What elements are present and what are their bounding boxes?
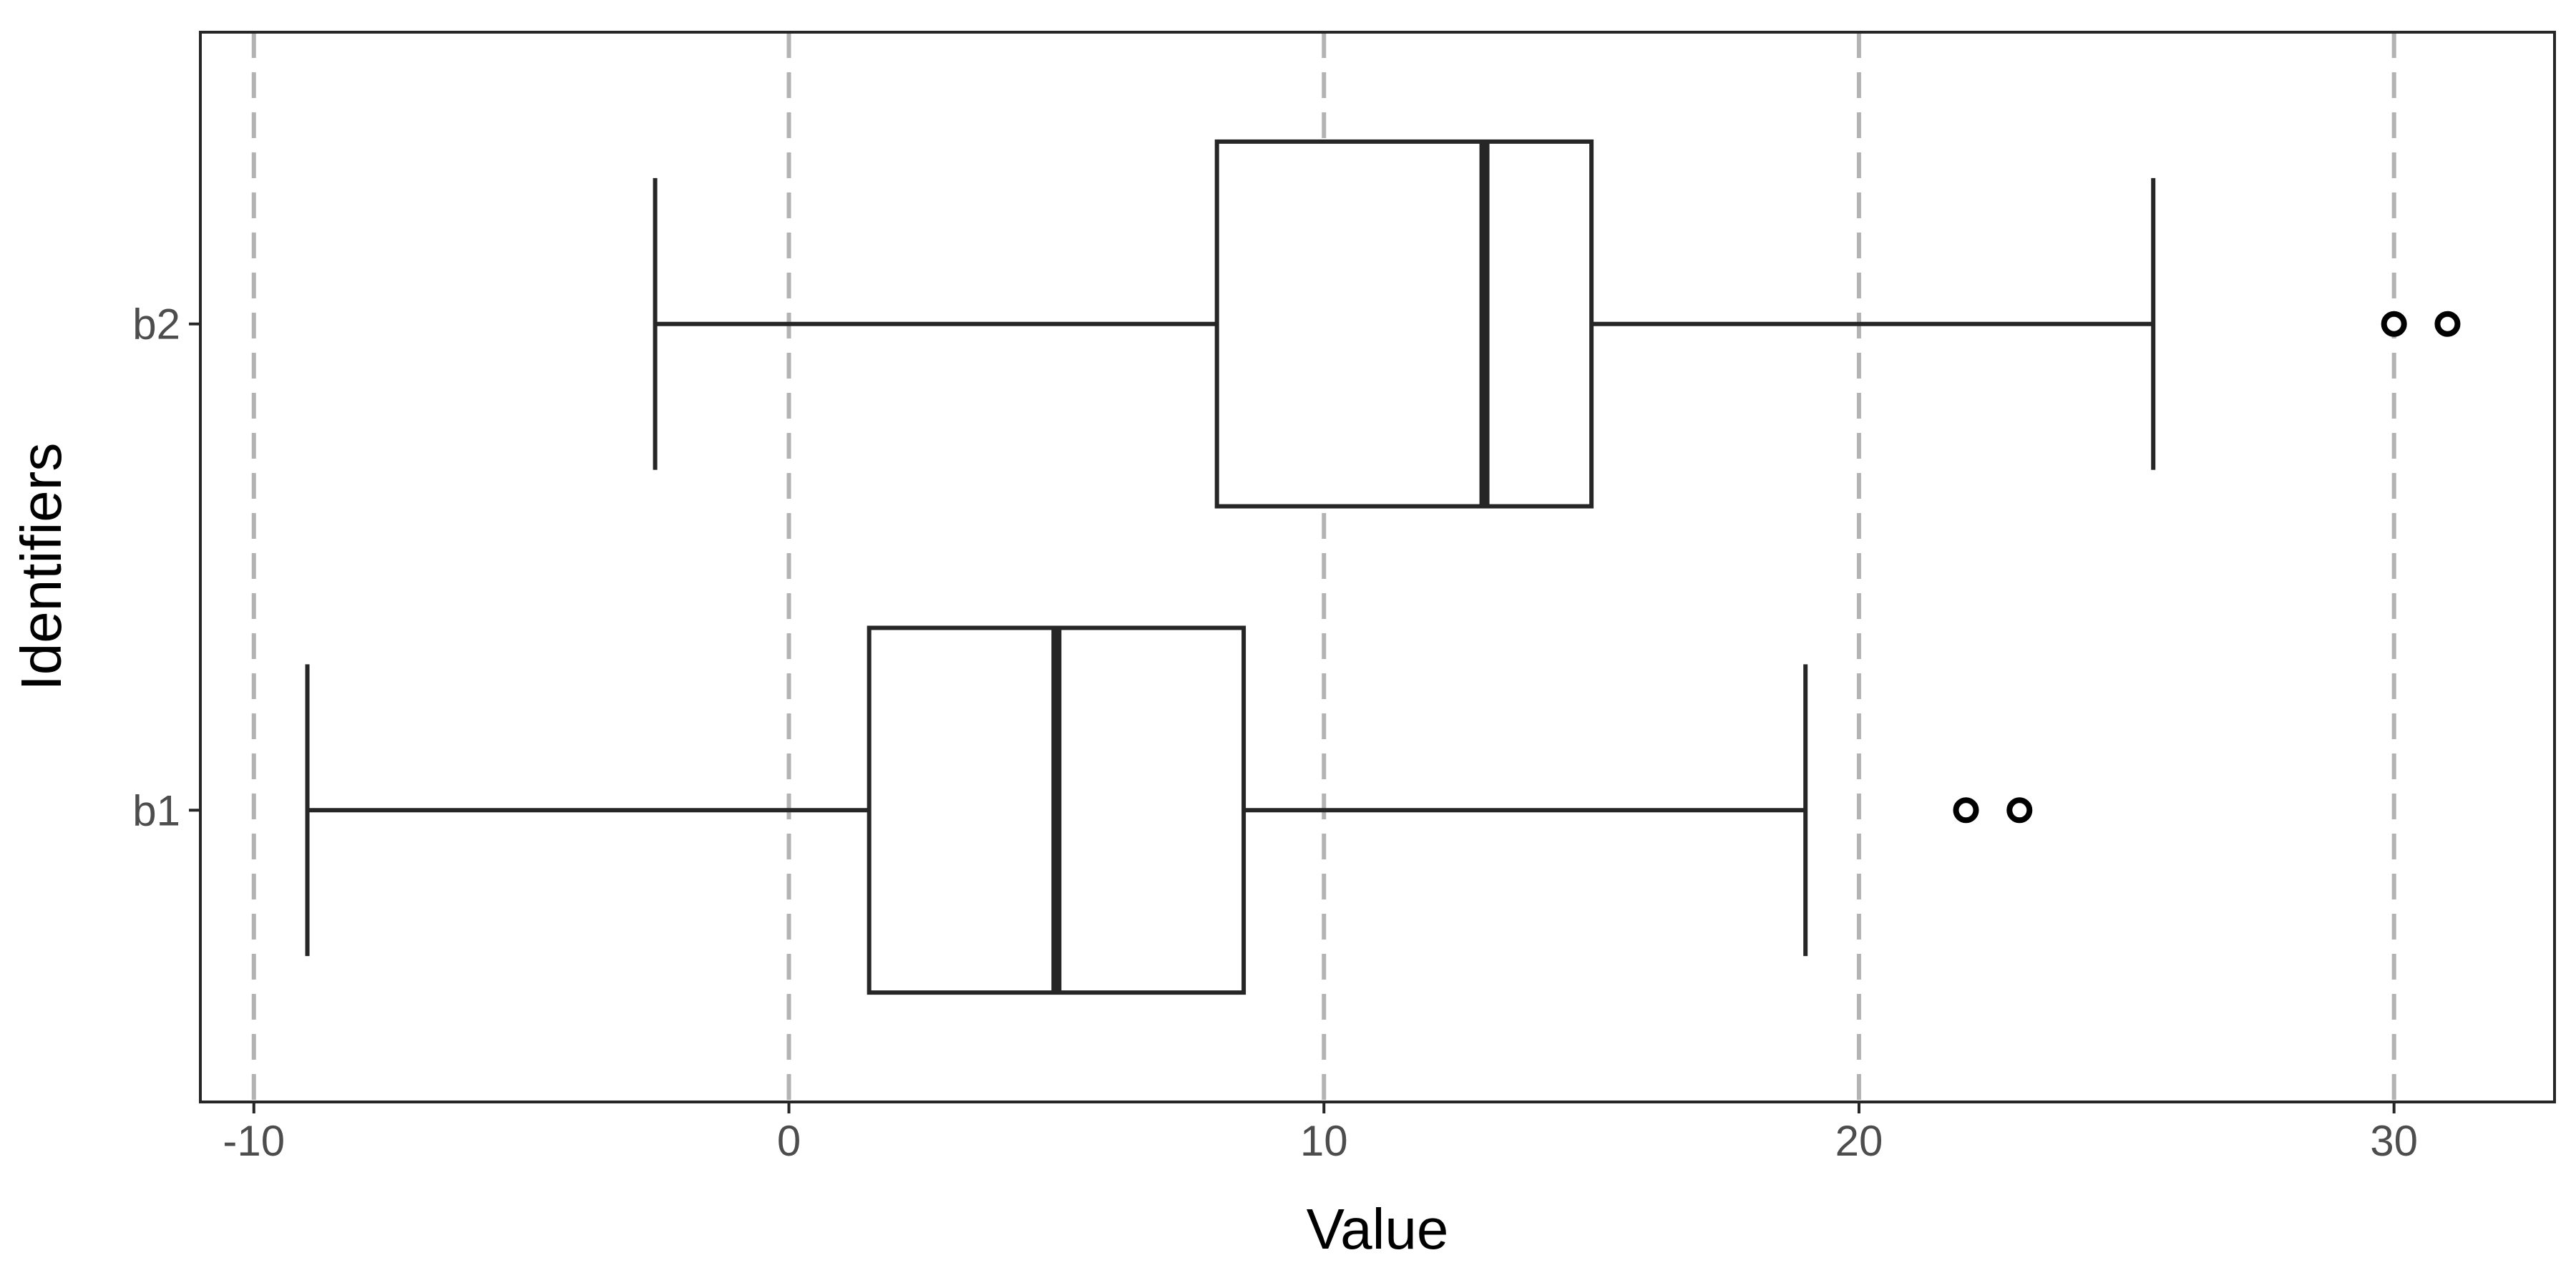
outlier-point bbox=[2381, 311, 2407, 337]
box-group-b2 bbox=[653, 139, 2461, 509]
x-tick-label: -10 bbox=[223, 1117, 285, 1165]
box-group-b1 bbox=[305, 625, 2033, 995]
outlier-point bbox=[2434, 311, 2461, 337]
y-axis-title: Identifiers bbox=[9, 443, 73, 691]
axis-layer: -10 0 10 20 30 b1 b2 bbox=[132, 301, 2418, 1165]
x-tick-label: 10 bbox=[1300, 1117, 1348, 1165]
outlier-point bbox=[1953, 797, 1979, 824]
panel-border bbox=[199, 31, 2556, 1103]
x-tick-label: 0 bbox=[777, 1117, 801, 1165]
y-tick-label: b2 bbox=[132, 301, 180, 348]
box-iqr bbox=[1214, 139, 1594, 509]
outlier-point bbox=[2006, 797, 2033, 824]
x-tick-label: 30 bbox=[2370, 1117, 2418, 1165]
x-axis-title: Value bbox=[1307, 1197, 1449, 1261]
y-tick-label: b1 bbox=[132, 786, 180, 834]
x-tick-label: 20 bbox=[1835, 1117, 1883, 1165]
box-layer bbox=[305, 139, 2461, 995]
